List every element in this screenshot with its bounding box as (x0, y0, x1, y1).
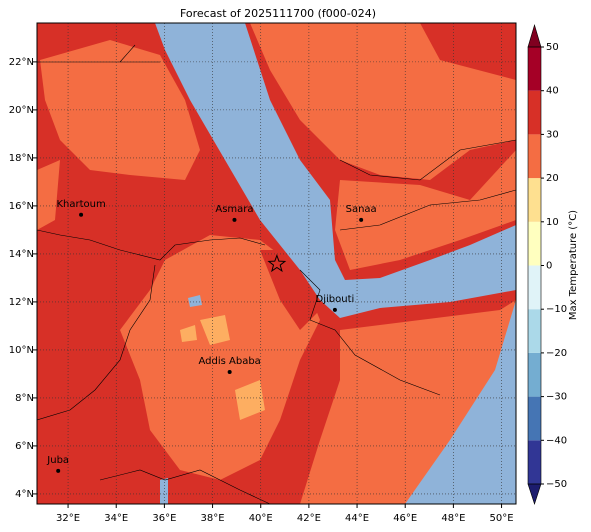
y-tick-label: 10°N (9, 345, 34, 356)
city-label: Khartoum (56, 199, 105, 210)
x-tick-label: 34°E (104, 513, 128, 524)
city-label: Djibouti (316, 294, 355, 305)
colorbar-band (528, 265, 541, 310)
city-dot (359, 217, 364, 222)
city-label: Sanaa (346, 204, 377, 215)
colorbar-tick-label: 0 (546, 261, 552, 272)
marker-star (267, 254, 287, 273)
y-tick-label: 18°N (9, 153, 34, 164)
map-fill (37, 23, 516, 504)
title: Forecast of 2025111700 (f000-024) (180, 7, 376, 20)
colorbar-tick-label: −10 (546, 304, 567, 315)
colorbar-tick-label: 40 (546, 86, 559, 97)
y-tick-label: 14°N (9, 249, 34, 260)
colorbar-over (527, 23, 542, 48)
colorbar-tick-label: −30 (546, 392, 567, 403)
y-tick-label: 22°N (9, 57, 34, 68)
y-tick-label: 6°N (15, 441, 34, 452)
y-tick-label: 16°N (9, 201, 34, 212)
x-tick-label: 36°E (152, 513, 176, 524)
y-tick-label: 20°N (9, 105, 34, 116)
x-tick-label: 42°E (297, 513, 321, 524)
city-dot (79, 212, 84, 217)
x-tick-label: 40°E (249, 513, 273, 524)
city-dot (56, 468, 61, 473)
colorbar-tick-label: 30 (546, 129, 559, 140)
colorbar-under (527, 483, 542, 505)
colorbar-band (528, 90, 541, 135)
colorbar-tick-label: −20 (546, 348, 567, 359)
y-tick-label: 12°N (9, 297, 34, 308)
x-tick-label: 50°E (490, 513, 514, 524)
x-tick-label: 46°E (393, 513, 417, 524)
colorbar-tick-label: −40 (546, 435, 567, 446)
y-tick-label: 4°N (15, 489, 34, 500)
colorbar-tick-label: 50 (546, 42, 559, 53)
colorbar-tick-label: −50 (546, 479, 567, 490)
colorbar-band (528, 352, 541, 397)
map-frame (36, 22, 517, 505)
city-dot (332, 307, 337, 312)
colorbar: −50 −40 −30 −20 −10 0 10 20 30 40 50 (527, 23, 567, 505)
x-tick-label: 38°E (201, 513, 225, 524)
city-dot (232, 217, 237, 222)
colorbar-band (528, 134, 541, 179)
city-dot (227, 369, 232, 374)
x-tick-label: 48°E (441, 513, 465, 524)
colorbar-band (528, 440, 541, 484)
colorbar-label: Max Temperature (°C) (568, 210, 579, 320)
x-tick-label: 44°E (345, 513, 369, 524)
colorbar-band (528, 309, 541, 353)
city-label: Addis Ababa (198, 356, 260, 367)
colorbar-band (528, 47, 541, 91)
colorbar-tick-label: 20 (546, 173, 559, 184)
city-label: Juba (46, 455, 69, 466)
graticule (37, 23, 516, 504)
colorbar-band (528, 221, 541, 266)
city-label: Asmara (215, 204, 253, 215)
x-tick-label: 32°E (56, 513, 80, 524)
colorbar-band (528, 178, 541, 222)
colorbar-band (528, 396, 541, 441)
y-tick-label: 8°N (15, 393, 34, 404)
colorbar-tick-label: 10 (546, 217, 559, 228)
